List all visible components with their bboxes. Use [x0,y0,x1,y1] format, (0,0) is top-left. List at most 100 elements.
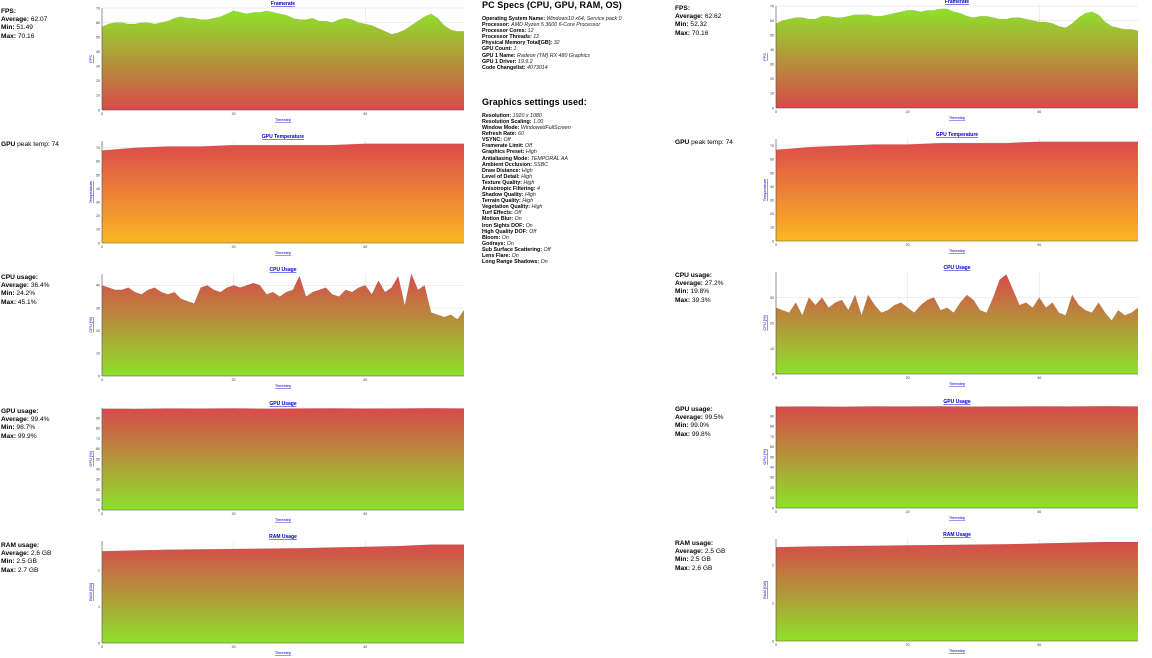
y-tick-label: 0 [98,108,100,112]
y-tick-label: 0 [98,508,100,512]
graphics-key: Vegetation Quality: [482,204,530,210]
x-axis-label: Timestep [275,250,292,255]
spec-key: GPU Count: [482,46,512,52]
y-tick-label: 60 [770,445,774,449]
graphics-value: High [526,149,537,155]
stat-label: Min: [1,424,15,431]
x-tick-label: 0 [775,243,777,247]
left-ram-stats: RAM usage: Average: 2.6 GB Min: 2.5 GB M… [1,542,51,575]
stat-label: Min: [1,558,15,565]
graphics-key: Bloom: [482,235,500,241]
left-gpu-temp-stat: GPU peak temp: 74 [1,141,59,149]
y-axis-label: FPS [762,53,767,61]
stat-header: CPU usage: [1,274,38,281]
y-tick-label: 50 [96,173,100,177]
spec-key: Processor: [482,22,510,28]
chart-title: CPU Usage [944,265,971,271]
y-tick-label: 30 [770,296,774,300]
y-tick-label: 50 [770,455,774,459]
stat-label: Average: [1,550,29,557]
x-axis-label: Timestep [949,381,966,386]
graphics-value: High [525,192,536,198]
y-tick-label: 60 [770,19,774,23]
y-tick-label: 50 [96,35,100,39]
stat-label: Average: [675,280,703,287]
spec-value: Radeon (TM) RX 480 Graphics [517,53,590,59]
x-tick-label: 40 [363,645,367,649]
y-axis-label: Temperature [762,178,767,201]
y-axis-label: GPU [%] [88,451,93,467]
y-tick-label: 40 [96,468,100,472]
graphics-value: On [526,223,533,229]
y-tick-label: 70 [770,4,774,8]
x-tick-label: 0 [101,378,103,382]
x-tick-label: 0 [101,245,103,249]
graphics-value: High [521,174,532,180]
y-axis-label: RAM [GB] [762,581,767,599]
left-fps-stats: FPS: Average: 62.07 Min: 51.49 Max: 70.1… [1,8,47,41]
x-tick-label: 20 [232,645,236,649]
y-axis-label: CPU [%] [762,315,767,330]
stat-label: Min: [1,290,15,297]
stat-label: Average: [1,16,29,23]
y-tick-label: 20 [96,79,100,83]
chart-title: Framerate [271,1,295,7]
y-tick-label: 40 [770,466,774,470]
spec-key: Processor Threads: [482,34,532,40]
stat-value: 51.49 [16,24,33,31]
x-tick-label: 20 [906,243,910,247]
graphics-key: Graphics Preset: [482,149,524,155]
x-axis-label: Timestep [275,517,292,522]
stat-value: 2.5 GB [690,556,711,563]
x-axis-label: Timestep [275,383,292,388]
graphics-key: Godrays: [482,241,505,247]
left-gpu-usage-stats: GPU usage: Average: 99.4% Min: 98.7% Max… [1,408,50,441]
stat-label: Min: [1,24,15,31]
right-cpu-stats: CPU usage: Average: 27.2% Min: 19.8% Max… [675,272,724,305]
stat-value: 19.8% [690,288,709,295]
left-cpu-stats: CPU usage: Average: 36.4% Min: 24.2% Max… [1,274,50,307]
graphics-value: 4 [537,186,540,192]
stat-label: Max: [675,297,690,304]
graphics-key: Motion Blur: [482,216,513,222]
y-tick-label: 20 [96,329,100,333]
graphics-key: Level of Detail: [482,174,520,180]
y-tick-label: 60 [770,158,774,162]
graphics-value: Off [544,247,551,253]
y-tick-label: 0 [772,506,774,510]
spec-key: Processor Cores: [482,28,526,34]
y-tick-label: 70 [96,6,100,10]
chart-title: GPU Usage [269,401,296,407]
x-tick-label: 0 [775,110,777,114]
y-tick-label: 20 [770,321,774,325]
graphics-value: On [507,241,514,247]
y-tick-label: 10 [96,228,100,232]
graphics-list: Resolution: 1920 x 1080 Resolution Scali… [482,113,702,265]
graphics-key: Turf Effects: [482,210,513,216]
y-tick-label: 30 [770,199,774,203]
y-tick-label: 40 [96,284,100,288]
stat-label: Min: [675,288,689,295]
stat-label: GPU [1,141,15,148]
series-area [776,9,1138,108]
x-axis-label: Timestep [949,648,966,653]
stat-value: 98.7% [16,424,35,431]
graphics-key: Framerate Limit: [482,143,524,149]
x-tick-label: 40 [1037,510,1041,514]
y-tick-label: 30 [96,65,100,69]
stat-label: Min: [675,556,689,563]
y-tick-label: 0 [98,374,100,378]
stat-label: Average: [1,282,29,289]
graphics-value: 1.00 [533,119,543,125]
x-tick-label: 20 [906,376,910,380]
y-tick-label: 40 [770,185,774,189]
graphics-value: High [531,204,542,210]
y-tick-label: 0 [98,241,100,245]
